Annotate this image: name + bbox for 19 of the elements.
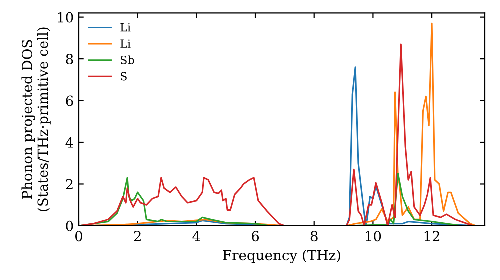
- x-tick-label: 8: [310, 231, 318, 242]
- x-tick-label: 6: [252, 231, 260, 242]
- y-tick-label: 0: [66, 220, 74, 232]
- legend-label: Li: [120, 40, 131, 48]
- x-axis-title: Frequency (THz): [223, 250, 340, 264]
- y-tick-label: 2: [66, 179, 73, 190]
- y-tick-label: 10: [58, 12, 74, 23]
- legend-label: Li: [120, 23, 131, 32]
- y-axis-title: Phonon projected DOS (States/THz·primitive cell): [22, 28, 51, 212]
- legend-label: S: [121, 72, 127, 81]
- legend-label: Sb: [121, 56, 134, 64]
- y-tick-label: 6: [66, 96, 74, 106]
- x-tick-label: 0: [75, 231, 82, 242]
- x-tick-label: 4: [192, 231, 200, 242]
- y-tick-label: 4: [66, 137, 74, 148]
- x-tick-label: 12: [424, 231, 440, 242]
- x-tick-label: 2: [134, 231, 141, 242]
- y-tick-label: 8: [66, 54, 74, 65]
- x-tick-label: 10: [366, 231, 382, 242]
